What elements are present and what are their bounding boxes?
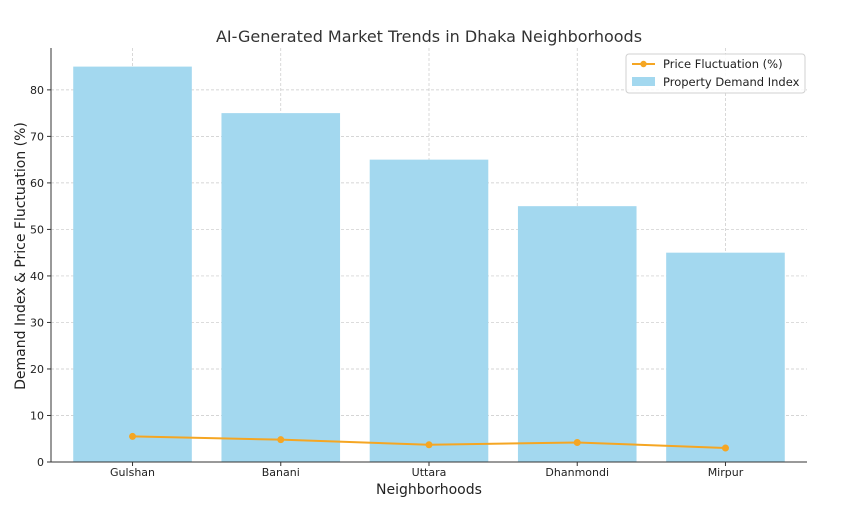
legend-bar-swatch (632, 77, 655, 86)
bar-gulshan (73, 66, 192, 462)
y-tick-label: 10 (30, 409, 44, 422)
point-gulshan (129, 432, 137, 440)
point-uttara (425, 441, 433, 449)
legend-entry-price-fluctuation: Price Fluctuation (%) (663, 57, 783, 71)
x-tick-label: Uttara (412, 466, 447, 479)
y-tick-label: 40 (30, 270, 44, 283)
y-tick-label: 50 (30, 223, 44, 236)
x-axis-label: Neighborhoods (376, 482, 482, 498)
x-tick-label: Dhanmondi (545, 466, 609, 479)
x-tick-label: Banani (262, 466, 300, 479)
x-tick-label: Mirpur (708, 466, 744, 479)
bar-uttara (369, 159, 489, 462)
bar-series (73, 66, 785, 462)
legend: Price Fluctuation (%) Property Demand In… (625, 53, 806, 94)
y-axis-ticks: 0 10 20 30 40 50 60 70 80 (30, 84, 51, 469)
bar-dhanmondi (517, 206, 637, 462)
x-axis-ticks: Gulshan Banani Uttara Dhanmondi Mirpur (110, 462, 744, 479)
y-axis-label: Demand Index & Price Fluctuation (%) (13, 122, 29, 390)
x-tick-label: Gulshan (110, 466, 155, 479)
y-tick-label: 20 (30, 363, 44, 376)
y-tick-label: 0 (37, 456, 44, 469)
point-banani (277, 436, 285, 444)
y-tick-label: 70 (30, 130, 44, 143)
y-tick-label: 80 (30, 84, 44, 97)
legend-box (625, 53, 806, 94)
chart-title: AI-Generated Market Trends in Dhaka Neig… (216, 27, 642, 46)
bar-banani (221, 113, 341, 462)
legend-entry-property-demand: Property Demand Index (663, 75, 800, 89)
bar-mirpur (666, 252, 785, 462)
y-tick-label: 30 (30, 316, 44, 329)
point-mirpur (721, 444, 729, 452)
y-tick-label: 60 (30, 177, 44, 190)
legend-marker-swatch (640, 60, 647, 68)
line-series (129, 432, 729, 452)
point-dhanmondi (573, 438, 581, 446)
